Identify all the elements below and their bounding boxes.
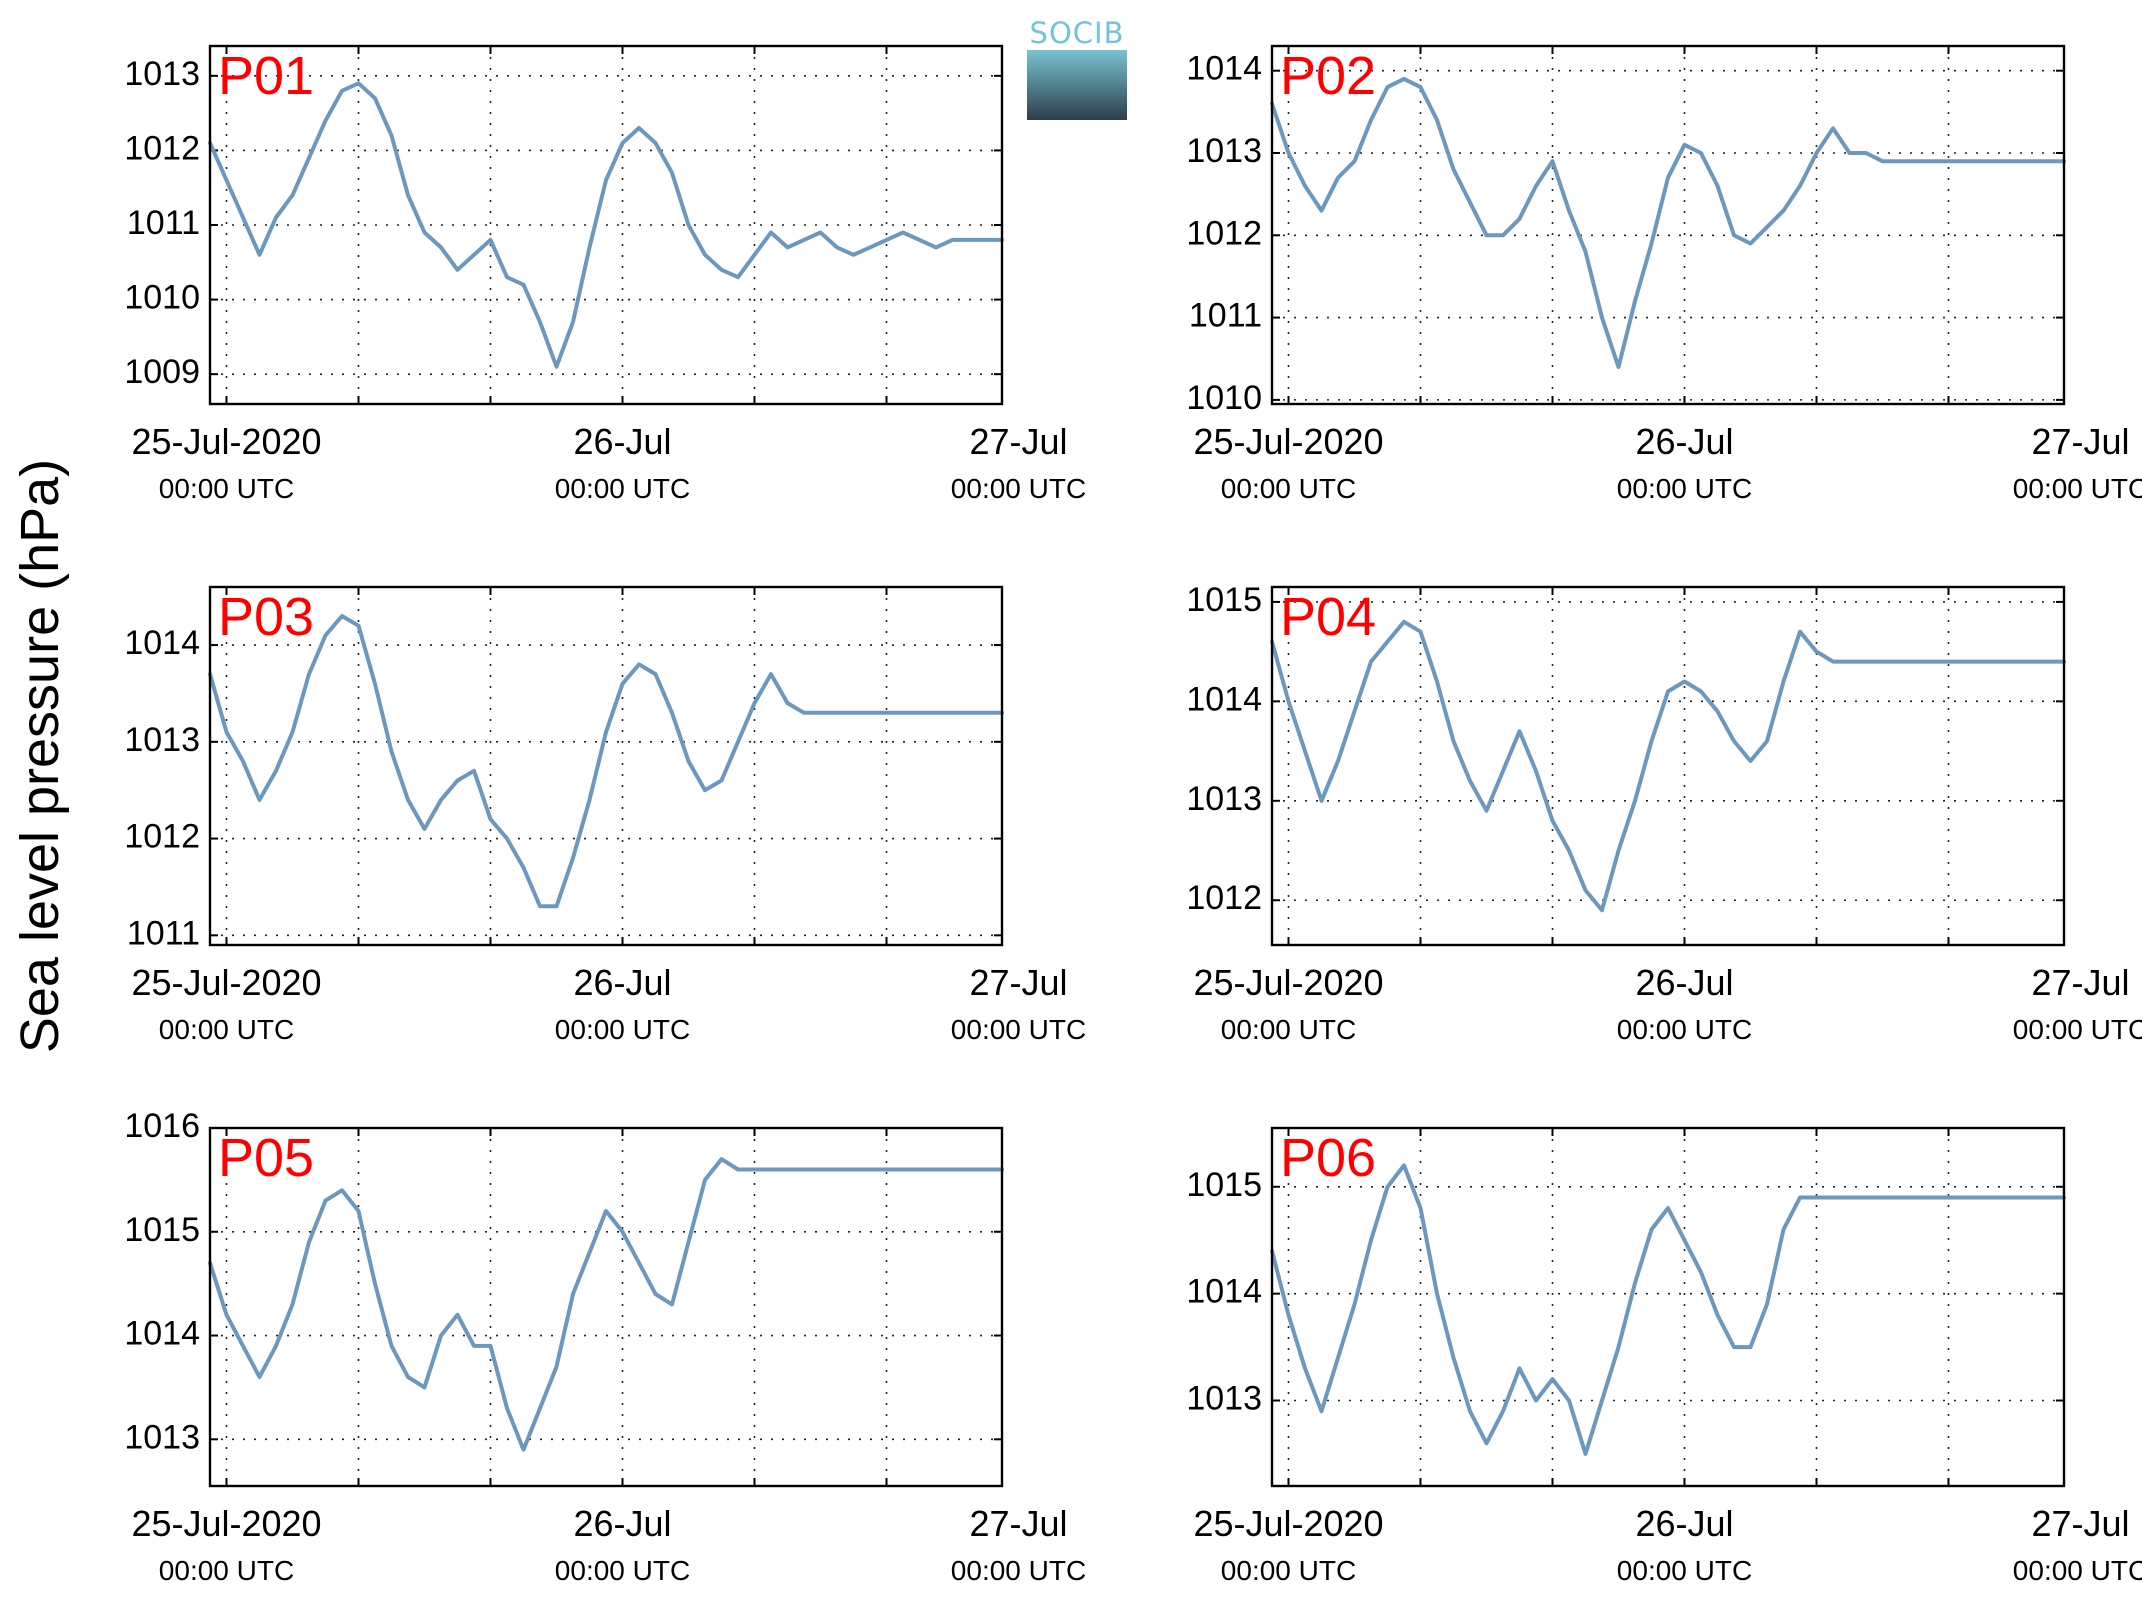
chart-panel-p05: 1013 1014 1015 1016 P05 25-Jul-2020 00:00 UTC 2… xyxy=(124,1107,1086,1586)
x-tick-date-label: 27-Jul xyxy=(2031,962,2129,1003)
x-tick-time-label: 00:00 UTC xyxy=(1221,1014,1356,1045)
station-label: P06 xyxy=(1280,1128,1376,1188)
x-tick-date-label: 26-Jul xyxy=(1635,421,1733,462)
y-tick-label: 1012 xyxy=(1186,879,1262,917)
station-label: P02 xyxy=(1280,46,1376,106)
plot-area xyxy=(1272,46,2064,404)
x-tick-time-label: 00:00 UTC xyxy=(555,1555,690,1586)
y-tick-label: 1014 xyxy=(124,624,200,662)
socib-logo-block xyxy=(1027,50,1127,120)
x-tick-time-label: 00:00 UTC xyxy=(1617,1555,1752,1586)
station-label: P04 xyxy=(1280,587,1376,647)
x-tick-date-label: 26-Jul xyxy=(573,962,671,1003)
x-tick-time-label: 00:00 UTC xyxy=(2013,473,2142,504)
x-tick-time-label: 00:00 UTC xyxy=(1617,1014,1752,1045)
y-tick-label: 1010 xyxy=(124,279,200,317)
y-tick-label: 1015 xyxy=(1186,1166,1262,1204)
chart-panel-p04: 1012 1013 1014 1015 P04 25-Jul-2020 00:00 UTC 2… xyxy=(1186,581,2142,1045)
x-tick-time-label: 00:00 UTC xyxy=(2013,1014,2142,1045)
x-tick-time-label: 00:00 UTC xyxy=(1221,1555,1356,1586)
y-tick-label: 1015 xyxy=(124,1211,200,1249)
x-tick-time-label: 00:00 UTC xyxy=(1617,473,1752,504)
y-tick-label: 1011 xyxy=(127,914,200,952)
y-tick-label: 1012 xyxy=(124,818,200,856)
station-label: P05 xyxy=(218,1128,314,1188)
x-tick-time-label: 00:00 UTC xyxy=(951,1555,1086,1586)
x-tick-time-label: 00:00 UTC xyxy=(159,473,294,504)
x-tick-time-label: 00:00 UTC xyxy=(1221,473,1356,504)
x-tick-date-label: 25-Jul-2020 xyxy=(1193,962,1383,1003)
x-tick-date-label: 27-Jul xyxy=(969,421,1067,462)
y-tick-label: 1009 xyxy=(124,353,200,391)
y-tick-label: 1016 xyxy=(124,1107,200,1145)
x-tick-date-label: 26-Jul xyxy=(573,1503,671,1544)
x-tick-date-label: 26-Jul xyxy=(573,421,671,462)
y-tick-label: 1014 xyxy=(124,1315,200,1353)
y-tick-label: 1013 xyxy=(1186,1379,1262,1417)
plot-area xyxy=(210,1128,1002,1486)
y-tick-label: 1014 xyxy=(1186,1273,1262,1311)
socib-logo-text: SOCIB xyxy=(1027,16,1127,50)
y-tick-label: 1013 xyxy=(124,1418,200,1456)
x-tick-date-label: 25-Jul-2020 xyxy=(1193,1503,1383,1544)
plot-area xyxy=(210,587,1002,945)
x-tick-date-label: 25-Jul-2020 xyxy=(131,421,321,462)
station-label: P01 xyxy=(218,46,314,106)
y-tick-label: 1014 xyxy=(1186,50,1262,88)
x-tick-time-label: 00:00 UTC xyxy=(951,473,1086,504)
x-tick-time-label: 00:00 UTC xyxy=(159,1555,294,1586)
x-tick-date-label: 27-Jul xyxy=(969,1503,1067,1544)
y-tick-label: 1013 xyxy=(124,721,200,759)
x-tick-date-label: 25-Jul-2020 xyxy=(1193,421,1383,462)
chart-panel-p01: 1009 1010 1011 1012 1013 P01 25-Jul-2020 00:00 … xyxy=(124,46,1086,504)
y-tick-label: 1011 xyxy=(1189,297,1262,335)
y-tick-label: 1012 xyxy=(1186,214,1262,252)
chart-panel-p03: 1011 1012 1013 1014 P03 25-Jul-2020 00:00 UTC 2… xyxy=(124,587,1086,1045)
y-tick-label: 1013 xyxy=(1186,132,1262,170)
x-tick-date-label: 25-Jul-2020 xyxy=(131,1503,321,1544)
chart-panel-p06: 1013 1014 1015 P06 25-Jul-2020 00:00 UTC 26-Ju… xyxy=(1186,1128,2142,1586)
y-axis-label: Sea level pressure (hPa) xyxy=(10,459,70,1053)
y-tick-label: 1010 xyxy=(1186,379,1262,417)
x-tick-date-label: 27-Jul xyxy=(2031,1503,2129,1544)
chart-panel-p02: 1010 1011 1012 1013 1014 P02 25-Jul-2020 00:00 … xyxy=(1186,46,2142,504)
x-tick-time-label: 00:00 UTC xyxy=(951,1014,1086,1045)
x-tick-date-label: 26-Jul xyxy=(1635,962,1733,1003)
x-tick-time-label: 00:00 UTC xyxy=(159,1014,294,1045)
x-tick-date-label: 27-Jul xyxy=(969,962,1067,1003)
y-tick-label: 1011 xyxy=(127,204,200,242)
x-tick-date-label: 25-Jul-2020 xyxy=(131,962,321,1003)
y-tick-label: 1014 xyxy=(1186,680,1262,718)
x-tick-time-label: 00:00 UTC xyxy=(2013,1555,2142,1586)
socib-logo: SOCIB xyxy=(1027,16,1127,120)
station-label: P03 xyxy=(218,587,314,647)
x-tick-time-label: 00:00 UTC xyxy=(555,1014,690,1045)
y-tick-label: 1015 xyxy=(1186,581,1262,619)
x-tick-time-label: 00:00 UTC xyxy=(555,473,690,504)
y-tick-label: 1013 xyxy=(124,55,200,93)
x-tick-date-label: 27-Jul xyxy=(2031,421,2129,462)
y-tick-label: 1013 xyxy=(1186,780,1262,818)
y-tick-label: 1012 xyxy=(124,129,200,167)
x-tick-date-label: 26-Jul xyxy=(1635,1503,1733,1544)
